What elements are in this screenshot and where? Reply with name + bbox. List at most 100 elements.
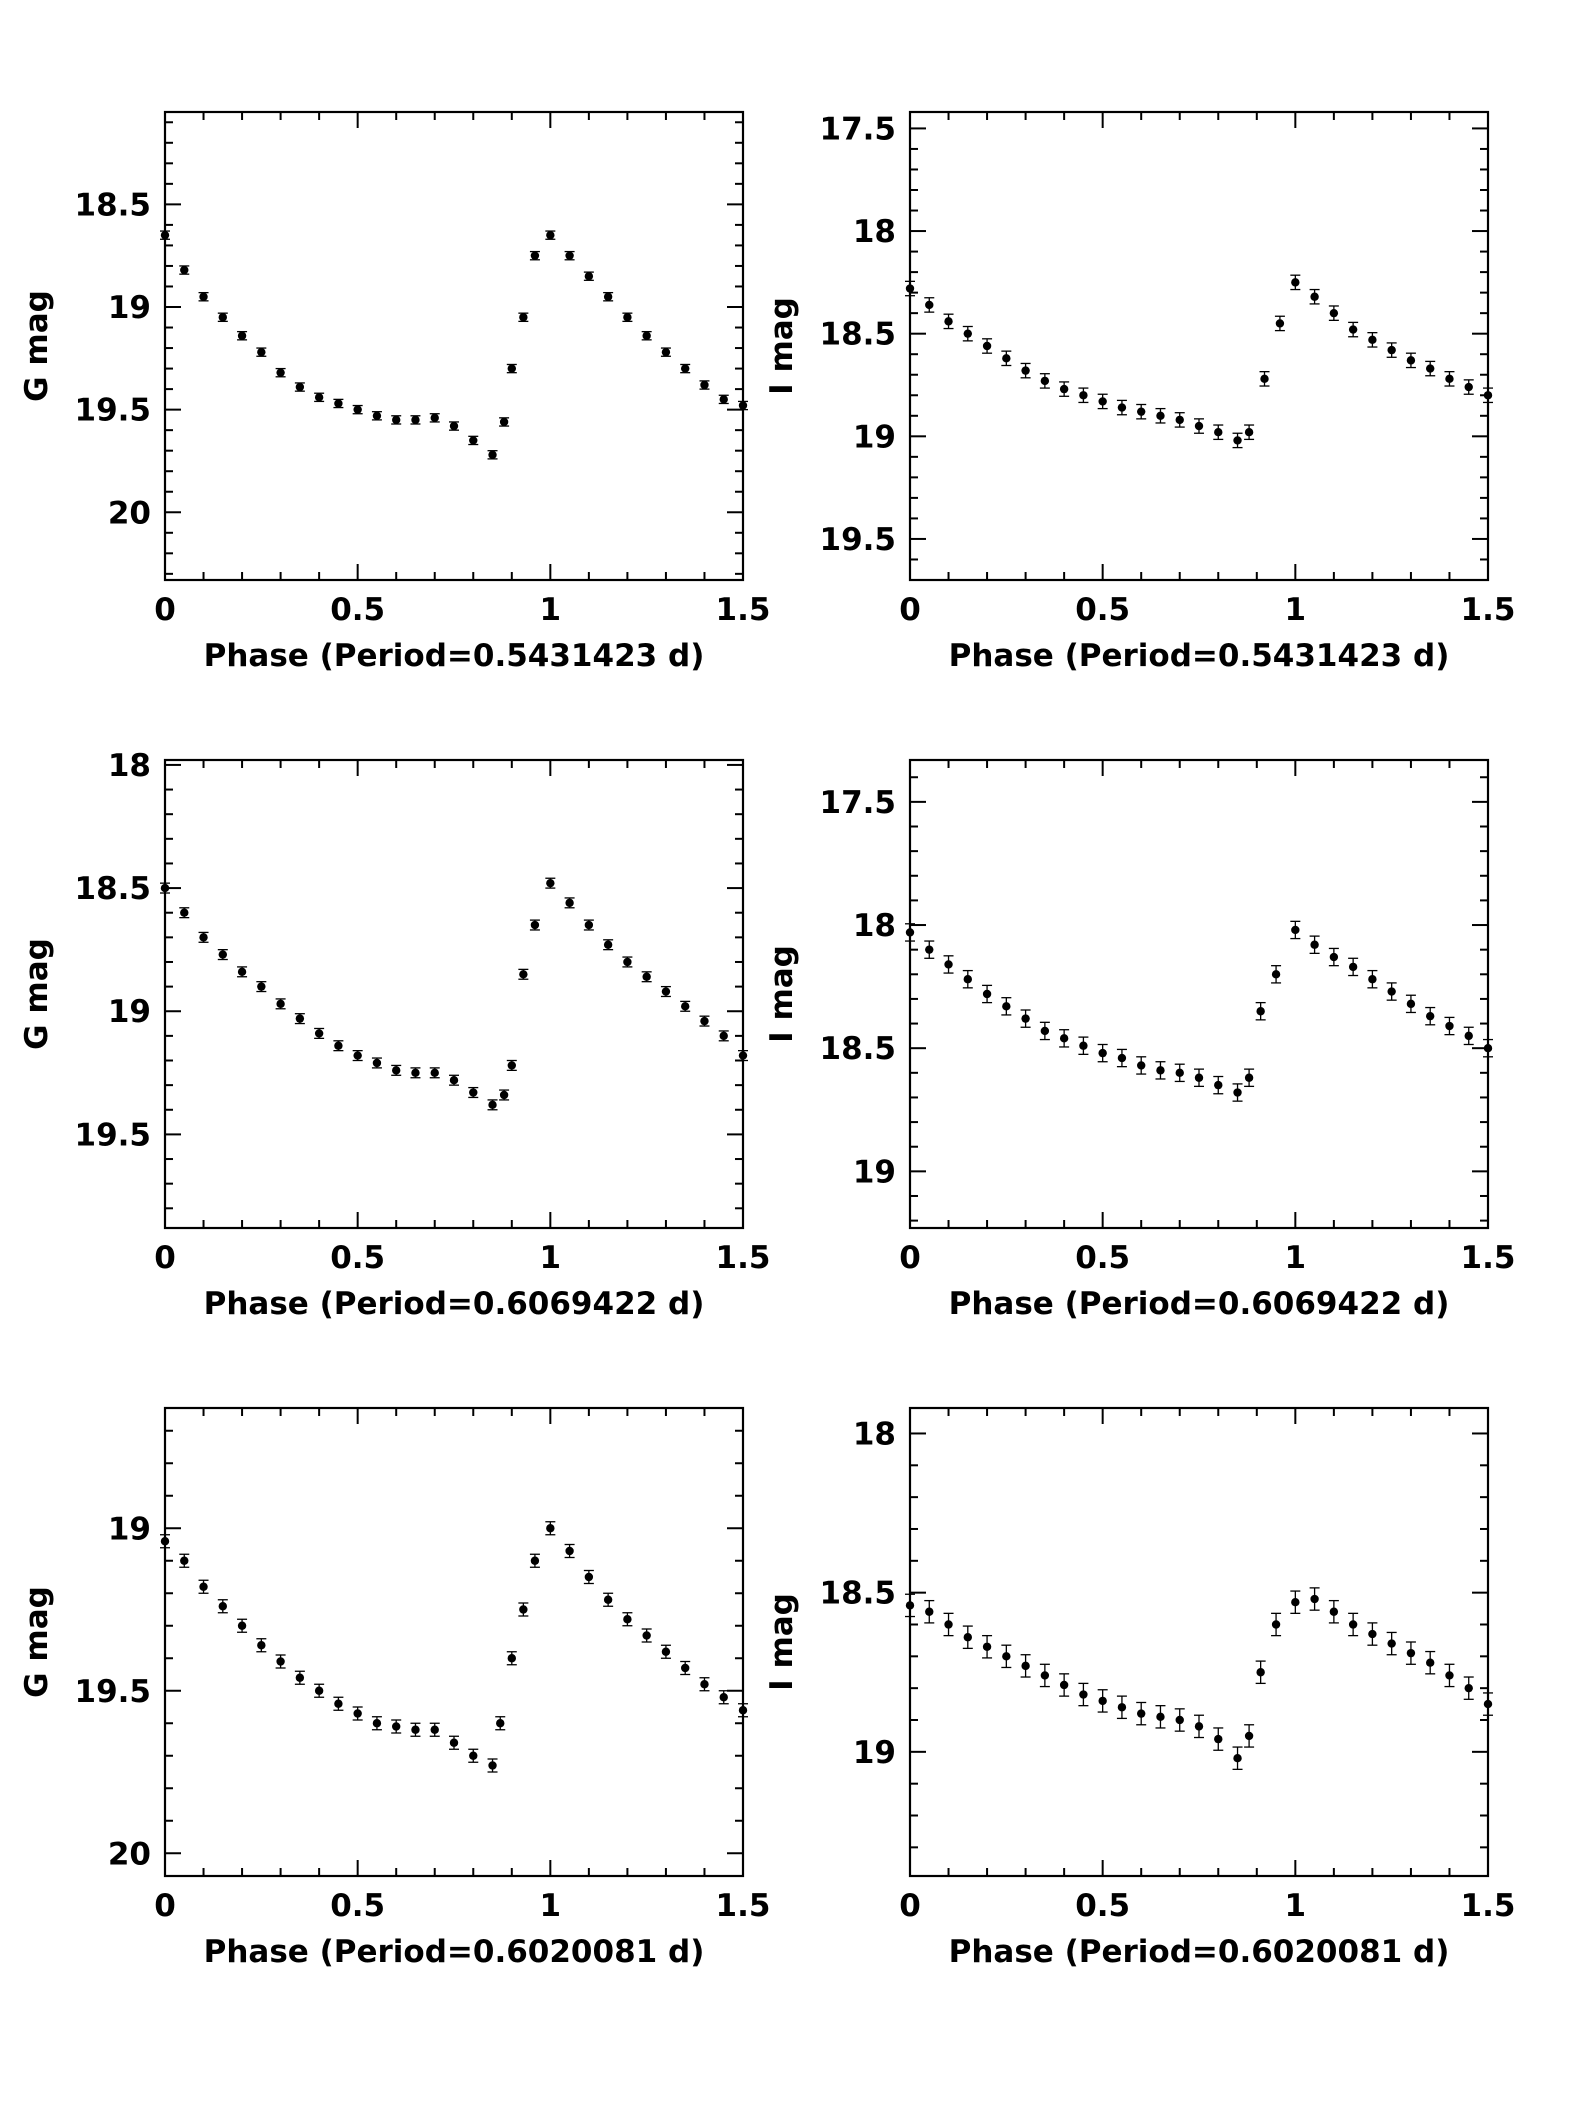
data-point bbox=[257, 347, 266, 357]
panel-i1: 0 0.5 1 1.5 17.5 18 18.5 19 19.5 Phase (Period=0.… bbox=[764, 110, 1515, 674]
y-tick-label: 17.5 bbox=[820, 111, 897, 147]
data-point bbox=[488, 450, 497, 459]
data-point bbox=[392, 415, 401, 425]
data-point bbox=[642, 972, 651, 981]
data-point bbox=[1194, 421, 1204, 431]
data-point bbox=[334, 1041, 343, 1050]
y-tick-label: 19.5 bbox=[820, 522, 897, 558]
data-point bbox=[199, 933, 208, 942]
y-tick-label: 19 bbox=[108, 994, 151, 1030]
data-point bbox=[276, 1657, 285, 1666]
x-tick-label: 1 bbox=[540, 592, 562, 628]
x-tick-label: 0 bbox=[899, 1888, 921, 1924]
y-axis-title: I mag bbox=[764, 945, 800, 1043]
data-point bbox=[276, 368, 285, 377]
data-point bbox=[1194, 1073, 1204, 1082]
data-point bbox=[411, 1725, 420, 1734]
data-point bbox=[1137, 1061, 1146, 1070]
y-tick-label: 19 bbox=[853, 1735, 896, 1771]
data-point bbox=[738, 1706, 748, 1715]
y-tick-label: 18 bbox=[853, 214, 896, 250]
x-tick-label: 1 bbox=[540, 1240, 562, 1276]
x-axis-title: Phase (Period=0.6020081 d) bbox=[204, 1934, 705, 1970]
y-tick-label: 19 bbox=[108, 1511, 151, 1547]
data-point bbox=[738, 1051, 748, 1060]
data-point bbox=[499, 1090, 509, 1100]
data-point bbox=[1002, 354, 1011, 363]
data-point bbox=[1275, 319, 1285, 328]
data-point bbox=[1260, 374, 1269, 384]
data-point bbox=[507, 1654, 516, 1663]
x-tick-label: 0 bbox=[154, 1240, 176, 1276]
data-point bbox=[1445, 1021, 1454, 1031]
data-point bbox=[1175, 1715, 1184, 1725]
data-point bbox=[1244, 1731, 1254, 1741]
y-tick-label: 19 bbox=[853, 1154, 896, 1190]
data-point bbox=[314, 393, 324, 402]
y-tick-label: 20 bbox=[108, 1836, 151, 1872]
data-point bbox=[334, 1699, 343, 1708]
data-point bbox=[1445, 374, 1454, 384]
data-point bbox=[1002, 1002, 1011, 1011]
data-point bbox=[353, 1709, 362, 1718]
data-point bbox=[1464, 1031, 1473, 1041]
data-point bbox=[681, 1002, 690, 1011]
y-tick-label: 20 bbox=[108, 495, 151, 531]
data-point bbox=[1040, 376, 1050, 386]
data-point bbox=[661, 987, 671, 996]
data-point bbox=[334, 399, 343, 408]
data-point bbox=[661, 347, 671, 357]
data-point bbox=[295, 1673, 305, 1682]
data-point bbox=[963, 1633, 972, 1642]
y-tick-label: 19 bbox=[108, 290, 151, 326]
data-point bbox=[565, 251, 574, 260]
data-point bbox=[530, 1556, 540, 1565]
data-point bbox=[1233, 1754, 1242, 1763]
data-point bbox=[1406, 356, 1416, 365]
data-point bbox=[1387, 1639, 1396, 1648]
data-point bbox=[1329, 1607, 1339, 1616]
data-point bbox=[623, 1615, 632, 1624]
data-point bbox=[469, 1088, 478, 1097]
data-point bbox=[314, 1686, 324, 1695]
data-point bbox=[353, 1051, 362, 1060]
plot-frame bbox=[163, 1406, 745, 1878]
data-point bbox=[1233, 436, 1242, 445]
data-point bbox=[530, 920, 540, 930]
data-point bbox=[963, 975, 972, 984]
data-point bbox=[700, 380, 709, 390]
data-point bbox=[1329, 308, 1339, 318]
data-point bbox=[905, 284, 915, 293]
data-point bbox=[1137, 407, 1146, 416]
x-tick-label: 1.5 bbox=[716, 1240, 771, 1276]
data-point bbox=[180, 1556, 189, 1565]
data-point bbox=[623, 313, 632, 322]
data-point bbox=[353, 405, 362, 414]
data-point bbox=[519, 313, 528, 322]
data-point bbox=[411, 1068, 420, 1078]
panel-g2: 0 0.5 1 1.5 18 18.5 19 19.5 Phase (Period=0.6069… bbox=[19, 748, 770, 1322]
data-point bbox=[237, 967, 247, 977]
data-point bbox=[469, 436, 478, 445]
data-point bbox=[565, 898, 574, 908]
data-point bbox=[905, 928, 915, 937]
data-point bbox=[519, 1605, 528, 1614]
data-point bbox=[1117, 403, 1127, 412]
data-point bbox=[738, 401, 748, 410]
panel-i3: 0 0.5 1 1.5 18 18.5 19 Phase (Period=0.6020081 … bbox=[764, 1406, 1515, 1970]
data-point bbox=[1002, 1652, 1011, 1661]
data-point bbox=[499, 417, 509, 427]
data-point bbox=[1021, 366, 1030, 375]
data-point bbox=[1040, 1671, 1050, 1680]
data-point bbox=[700, 1680, 709, 1689]
data-point bbox=[1194, 1722, 1204, 1731]
data-point bbox=[449, 421, 459, 431]
data-point bbox=[1040, 1026, 1050, 1036]
data-point bbox=[1156, 1712, 1165, 1722]
panel-g1: 0 0.5 1 1.5 18.5 19 19.5 20 Phase (Period=0.5431… bbox=[19, 110, 770, 674]
data-point bbox=[519, 970, 528, 979]
plot-frame bbox=[163, 758, 745, 1230]
data-point bbox=[1426, 1658, 1435, 1667]
data-point bbox=[925, 300, 934, 310]
